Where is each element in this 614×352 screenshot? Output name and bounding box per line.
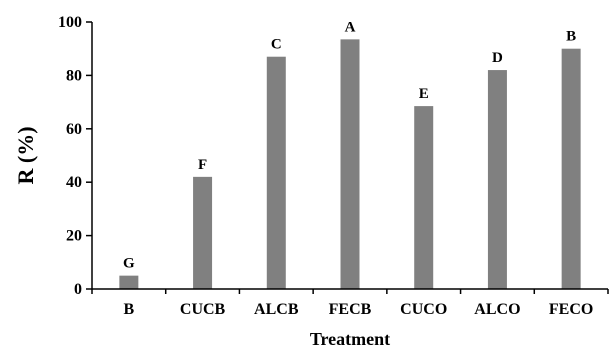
y-tick-label: 40 [66, 174, 82, 191]
y-tick-label: 0 [74, 281, 82, 298]
x-tick-label: ALCB [254, 301, 299, 318]
y-tick-label: 80 [66, 67, 82, 84]
x-tick-label: FECO [549, 301, 593, 318]
bar [414, 106, 434, 289]
bar-significance-label: F [198, 157, 207, 173]
y-axis-title: R (%) [13, 126, 38, 184]
x-tick-label: FECB [329, 301, 372, 318]
y-tick-label: 100 [58, 14, 82, 31]
y-tick-label: 60 [66, 121, 82, 138]
bar-significance-label: C [271, 37, 282, 53]
x-axis-title: Treatment [310, 329, 390, 349]
y-tick-label: 20 [66, 228, 82, 245]
x-axis-ticks: B CUCB ALCB FECB CUCO ALCO FECO [91, 289, 609, 318]
y-axis-ticks: 0 20 40 60 80 100 [58, 14, 92, 298]
bars [119, 39, 581, 290]
bar [561, 48, 581, 290]
bar [340, 39, 360, 290]
x-tick-label: B [124, 301, 135, 318]
bar [487, 70, 507, 289]
bar-annotations: G F C A E D B [123, 19, 576, 271]
bar [266, 56, 286, 290]
x-tick-label: ALCO [474, 301, 520, 318]
bar-significance-label: D [492, 50, 503, 66]
bar [119, 275, 139, 289]
bar-significance-label: A [345, 19, 356, 35]
x-tick-label: CUCO [400, 301, 447, 318]
bar-significance-label: B [566, 29, 576, 45]
x-tick-label: CUCB [180, 301, 226, 318]
bar [193, 176, 213, 289]
bar-significance-label: E [419, 86, 429, 102]
bar-significance-label: G [123, 256, 135, 272]
